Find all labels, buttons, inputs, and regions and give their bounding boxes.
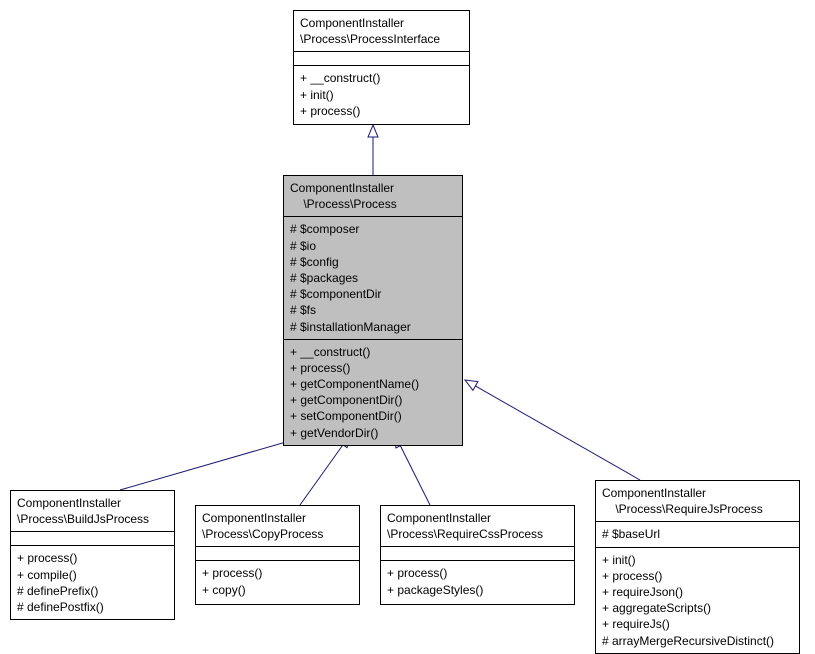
class-attributes [196,547,359,561]
class-title: ComponentInstaller \Process\RequireCssPr… [381,506,574,547]
class-methods: + process() + packageStyles() [381,561,574,601]
class-attributes [11,532,174,546]
uml-canvas: ComponentInstaller \Process\ProcessInter… [0,0,815,647]
class-attributes [294,52,469,66]
class-title: ComponentInstaller \Process\CopyProcess [196,506,359,547]
class-title: ComponentInstaller \Process\RequireJsPro… [596,481,799,522]
class-methods: + __construct() + init() + process() [294,66,469,123]
class-buildjs: ComponentInstaller \Process\BuildJsProce… [10,490,175,620]
class-requirecss: ComponentInstaller \Process\RequireCssPr… [380,505,575,605]
class-copy: ComponentInstaller \Process\CopyProcess +… [195,505,360,605]
class-process: ComponentInstaller \Process\Process# $co… [283,175,463,446]
class-methods: + process() + copy() [196,561,359,601]
class-title: ComponentInstaller \Process\BuildJsProce… [11,491,174,532]
class-requirejs: ComponentInstaller \Process\RequireJsPro… [595,480,800,654]
class-attributes [381,547,574,561]
class-methods: + __construct() + process() + getCompone… [284,340,462,445]
class-interface: ComponentInstaller \Process\ProcessInter… [293,10,470,125]
class-methods: + init() + process() + requireJson() + a… [596,548,799,653]
class-attributes: # $composer # $io # $config # $packages … [284,217,462,339]
class-title: ComponentInstaller \Process\Process [284,176,462,217]
class-attributes: # $baseUrl [596,522,799,547]
class-title: ComponentInstaller \Process\ProcessInter… [294,11,469,52]
class-methods: + process() + compile() # definePrefix()… [11,546,174,619]
